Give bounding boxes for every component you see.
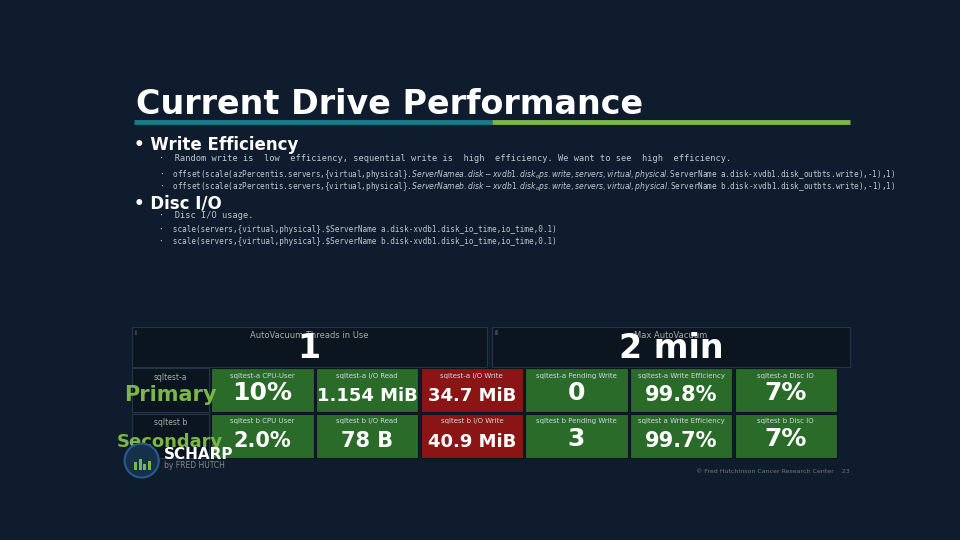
Text: © Fred Hutchinson Cancer Research Center    23: © Fred Hutchinson Cancer Research Center… [696, 469, 850, 475]
Text: 7%: 7% [764, 381, 807, 405]
Text: AutoVacuum Threads in Use: AutoVacuum Threads in Use [250, 331, 369, 340]
FancyBboxPatch shape [630, 368, 732, 412]
Text: sqltest-a I/O Write: sqltest-a I/O Write [441, 373, 503, 379]
Text: 7%: 7% [764, 427, 807, 450]
Text: sqltest-a I/O Read: sqltest-a I/O Read [336, 373, 398, 379]
Text: ·  offset(scale(azPercentis.servers,{virtual,physical}.$ServerName b.disk-xvdb1.: · offset(scale(azPercentis.servers,{virt… [158, 180, 895, 193]
Text: Current Drive Performance: Current Drive Performance [135, 88, 642, 121]
Text: ·  Disc I/O usage.: · Disc I/O usage. [158, 211, 253, 220]
Text: 3: 3 [567, 427, 586, 450]
Text: sqltest b CPU User: sqltest b CPU User [230, 418, 295, 424]
Text: i: i [134, 330, 136, 336]
Text: SCHARP: SCHARP [163, 447, 233, 462]
Text: ·  offset(scale(azPercentis.servers,{virtual,physical}.$ServerName a.disk-xvdb1.: · offset(scale(azPercentis.servers,{virt… [158, 168, 895, 181]
Text: 34.7 MiB: 34.7 MiB [428, 387, 516, 405]
FancyBboxPatch shape [134, 462, 137, 470]
FancyBboxPatch shape [132, 327, 487, 367]
Text: • Disc I/O: • Disc I/O [134, 194, 222, 212]
FancyBboxPatch shape [132, 414, 209, 457]
Text: Secondary: Secondary [117, 433, 224, 450]
Text: by FRED HUTCH: by FRED HUTCH [164, 461, 225, 470]
Text: sqltest b Pending Write: sqltest b Pending Write [536, 418, 617, 424]
Text: ·  scale(servers,{virtual,physical}.$ServerName b.disk-xvdb1.disk_io_time,io_tim: · scale(servers,{virtual,physical}.$Serv… [158, 237, 557, 246]
Text: Primary: Primary [124, 385, 217, 405]
Text: 0: 0 [567, 381, 586, 405]
FancyBboxPatch shape [420, 414, 523, 457]
Text: sqltest-a Pending Write: sqltest-a Pending Write [536, 373, 617, 379]
Text: 99.7%: 99.7% [645, 430, 717, 450]
FancyBboxPatch shape [630, 414, 732, 457]
Text: sqltest b I/O Read: sqltest b I/O Read [336, 418, 398, 424]
Text: • Write Efficiency: • Write Efficiency [134, 136, 299, 154]
Text: Max AutoVacuum: Max AutoVacuum [635, 331, 708, 340]
Text: 78 B: 78 B [341, 430, 394, 450]
FancyBboxPatch shape [525, 414, 628, 457]
Text: sqltest b: sqltest b [154, 418, 187, 427]
Text: 1: 1 [298, 332, 321, 364]
FancyBboxPatch shape [525, 368, 628, 412]
FancyBboxPatch shape [734, 368, 837, 412]
Text: sqltest b Disc IO: sqltest b Disc IO [757, 418, 814, 424]
FancyBboxPatch shape [211, 368, 314, 412]
Circle shape [125, 444, 158, 477]
FancyBboxPatch shape [143, 464, 146, 470]
Text: sqltest b I/O Write: sqltest b I/O Write [441, 418, 503, 424]
Text: 2.0%: 2.0% [233, 430, 292, 450]
Text: 2 min: 2 min [618, 332, 723, 364]
FancyBboxPatch shape [316, 368, 419, 412]
FancyBboxPatch shape [316, 414, 419, 457]
Text: 40.9 MiB: 40.9 MiB [428, 433, 516, 450]
Text: ·  scale(servers,{virtual,physical}.$ServerName a.disk-xvdb1.disk_io_time,io_tim: · scale(servers,{virtual,physical}.$Serv… [158, 225, 557, 234]
Text: sqltest-a Write Efficiency: sqltest-a Write Efficiency [637, 373, 725, 379]
Text: 99.8%: 99.8% [645, 385, 717, 405]
FancyBboxPatch shape [211, 414, 314, 457]
Text: 1.154 MiB: 1.154 MiB [317, 387, 418, 405]
FancyBboxPatch shape [148, 461, 151, 470]
Text: sqltest-a: sqltest-a [154, 373, 187, 382]
Text: sqltest a Write Efficiency: sqltest a Write Efficiency [637, 418, 725, 424]
FancyBboxPatch shape [492, 327, 850, 367]
Text: sqltest-a Disc IO: sqltest-a Disc IO [757, 373, 814, 379]
Text: ·  Random write is  low  efficiency, sequential write is  high  efficiency. We w: · Random write is low efficiency, sequen… [158, 154, 731, 163]
FancyBboxPatch shape [734, 414, 837, 457]
Text: ii: ii [494, 330, 498, 336]
FancyBboxPatch shape [132, 368, 209, 412]
Text: sqltest-a CPU-User: sqltest-a CPU-User [230, 373, 295, 379]
FancyBboxPatch shape [138, 459, 142, 470]
Text: 10%: 10% [232, 381, 293, 405]
FancyBboxPatch shape [420, 368, 523, 412]
